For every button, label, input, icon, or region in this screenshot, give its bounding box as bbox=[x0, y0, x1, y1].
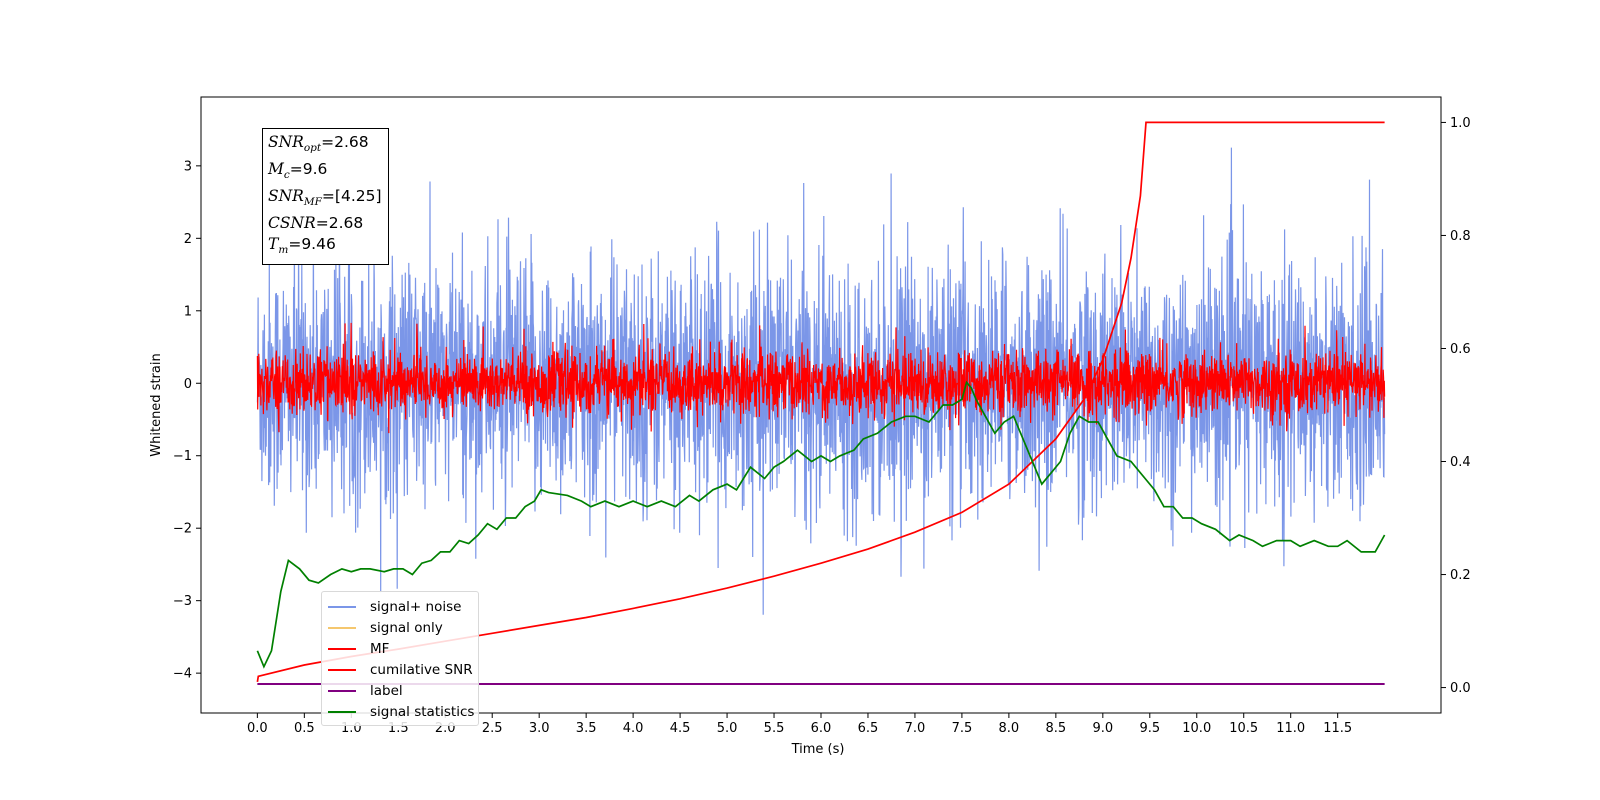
legend-swatch bbox=[328, 710, 356, 713]
annotation-snr-opt: SNRopt=2.68 bbox=[268, 133, 369, 155]
legend-label: signal+ noise bbox=[370, 598, 462, 615]
x-axis: 0.0 0.5 1.0 1.5 2.0 2.5 3.0 3.5 4.0 4.5 5.0 5.5 6.0 6… bbox=[247, 713, 1352, 736]
x-tick-label: 9.5 bbox=[1139, 721, 1160, 736]
x-tick-label: 11.0 bbox=[1276, 721, 1305, 736]
x-tick-label: 8.5 bbox=[1046, 721, 1067, 736]
legend-item-signal-statistics: signal statistics bbox=[322, 701, 478, 722]
x-tick-label: 10.0 bbox=[1182, 721, 1211, 736]
y2-tick-label: 0.6 bbox=[1450, 342, 1471, 357]
series-mf bbox=[256, 322, 1386, 434]
y2-tick-label: 0.0 bbox=[1450, 681, 1471, 696]
x-tick-label: 3.5 bbox=[576, 721, 597, 736]
y-tick-label: 3 bbox=[184, 159, 192, 174]
x-axis-label: Time (s) bbox=[791, 742, 845, 757]
series-signal-noise bbox=[256, 147, 1386, 615]
y2-axis: 1.0 0.8 0.6 0.4 0.2 0.0 bbox=[1441, 116, 1471, 696]
legend-item-signal-noise: signal+ noise bbox=[322, 596, 478, 617]
y2-tick-label: 0.8 bbox=[1450, 229, 1471, 244]
x-tick-label: 0.5 bbox=[294, 721, 315, 736]
series-signal-statistics bbox=[256, 380, 1386, 669]
legend-label: cumilative SNR bbox=[370, 661, 473, 678]
y-tick-label: 0 bbox=[184, 377, 192, 392]
annotation-tm: Tm=9.46 bbox=[268, 235, 336, 257]
y-tick-label: −3 bbox=[173, 594, 192, 609]
x-tick-label: 6.0 bbox=[811, 721, 832, 736]
legend-label: signal statistics bbox=[370, 703, 475, 720]
x-tick-label: 11.5 bbox=[1323, 721, 1352, 736]
x-tick-label: 4.5 bbox=[670, 721, 691, 736]
y-tick-label: −2 bbox=[173, 522, 192, 537]
y-axis-label: Whitened strain bbox=[149, 353, 164, 456]
legend-label: signal only bbox=[370, 619, 443, 636]
legend-item-mf: MF bbox=[322, 638, 478, 659]
legend-swatch bbox=[328, 647, 356, 650]
x-tick-label: 9.0 bbox=[1092, 721, 1113, 736]
y2-tick-label: 0.4 bbox=[1450, 455, 1471, 470]
y-tick-label: 1 bbox=[184, 304, 192, 319]
legend: signal+ noise signal only MF cumilative … bbox=[321, 591, 479, 726]
x-tick-label: 2.5 bbox=[482, 721, 503, 736]
legend-swatch bbox=[328, 689, 356, 692]
legend-swatch bbox=[328, 668, 356, 671]
y2-tick-label: 0.2 bbox=[1450, 568, 1471, 583]
legend-item-signal-only: signal only bbox=[322, 617, 478, 638]
legend-label: label bbox=[370, 682, 403, 699]
legend-swatch bbox=[328, 605, 356, 608]
legend-item-cumilative-snr: cumilative SNR bbox=[322, 659, 478, 680]
x-tick-label: 5.5 bbox=[764, 721, 785, 736]
annotation-mc: Mc=9.6 bbox=[268, 160, 328, 182]
x-tick-label: 5.0 bbox=[717, 721, 738, 736]
x-tick-label: 7.0 bbox=[905, 721, 926, 736]
legend-swatch bbox=[328, 626, 356, 629]
legend-item-label: label bbox=[322, 680, 478, 701]
legend-label: MF bbox=[370, 640, 390, 657]
x-tick-label: 6.5 bbox=[858, 721, 879, 736]
y-axis: 3 2 1 0 −1 −2 −3 −4 bbox=[173, 159, 201, 682]
x-tick-label: 8.0 bbox=[999, 721, 1020, 736]
y-tick-label: −4 bbox=[173, 667, 192, 682]
x-tick-label: 10.5 bbox=[1229, 721, 1258, 736]
x-tick-label: 3.0 bbox=[529, 721, 550, 736]
y-tick-label: −1 bbox=[173, 449, 192, 464]
y-tick-label: 2 bbox=[184, 232, 192, 247]
annotation-box: SNRopt=2.68 Mc=9.6 SNRMF=[4.25] CSNR=2.6… bbox=[262, 128, 389, 266]
x-tick-label: 7.5 bbox=[952, 721, 973, 736]
annotation-snr-mf: SNRMF=[4.25] bbox=[268, 187, 382, 209]
x-tick-label: 4.0 bbox=[623, 721, 644, 736]
y2-tick-label: 1.0 bbox=[1450, 116, 1471, 131]
annotation-csnr: CSNR=2.68 bbox=[268, 214, 364, 233]
x-tick-label: 0.0 bbox=[247, 721, 268, 736]
